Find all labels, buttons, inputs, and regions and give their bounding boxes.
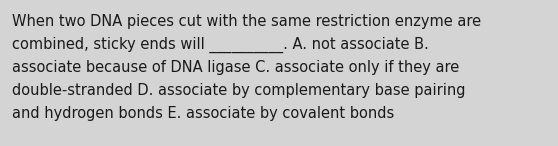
Text: double-stranded D. associate by complementary base pairing: double-stranded D. associate by compleme… xyxy=(12,83,465,98)
Text: and hydrogen bonds E. associate by covalent bonds: and hydrogen bonds E. associate by coval… xyxy=(12,106,395,121)
Text: associate because of DNA ligase C. associate only if they are: associate because of DNA ligase C. assoc… xyxy=(12,60,459,75)
Text: combined, sticky ends will __________. A. not associate B.: combined, sticky ends will __________. A… xyxy=(12,37,429,53)
Text: When two DNA pieces cut with the same restriction enzyme are: When two DNA pieces cut with the same re… xyxy=(12,14,481,29)
